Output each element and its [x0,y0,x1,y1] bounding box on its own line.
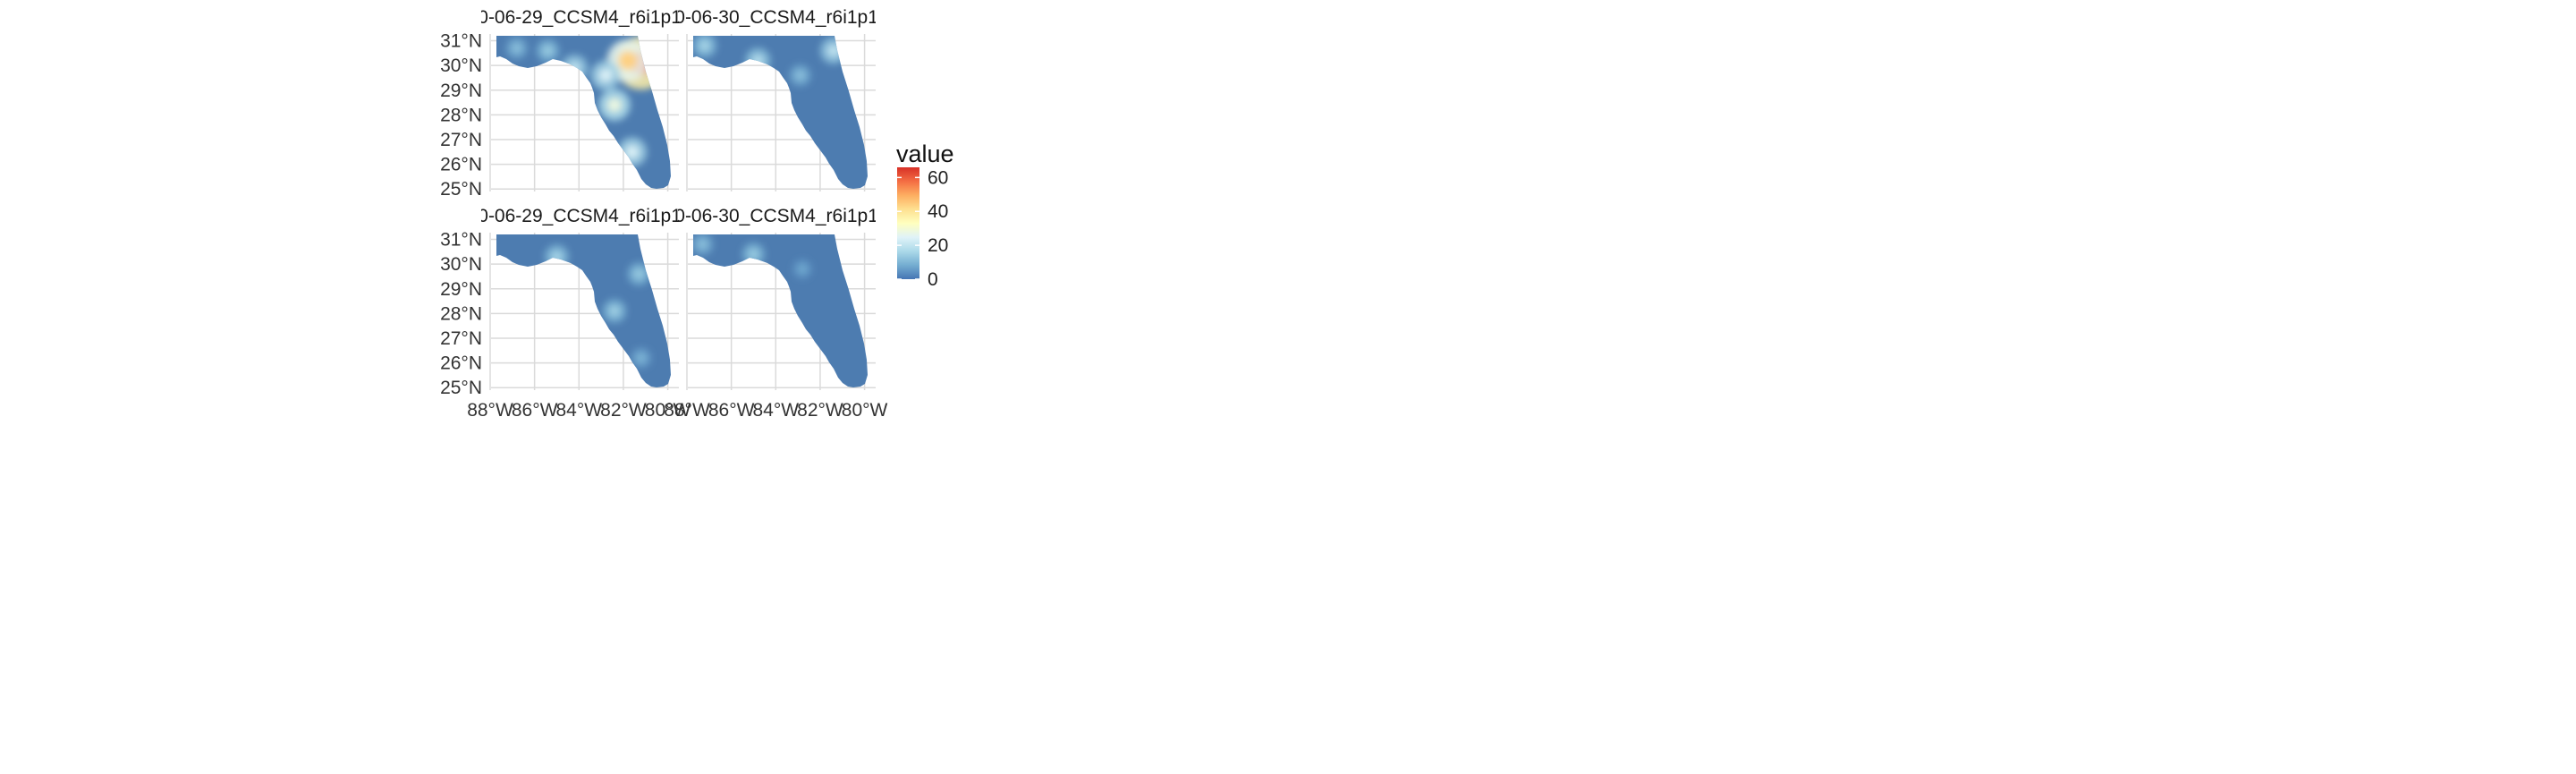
x-tick-label: 84°W [753,400,800,421]
legend-title: value [896,140,954,167]
y-tick-label: 28°N [440,303,482,324]
facet-strip-title: pr_2080-06-30_CCSM4_r6i1p1_rcp85 [616,206,936,226]
precip-cell [542,45,554,56]
y-tick-label: 26°N [440,353,482,374]
y-tick-label: 28°N [440,105,482,125]
legend-tick-label: 0 [928,269,938,290]
y-tick-label: 26°N [440,155,482,175]
florida-map [496,36,671,189]
y-tick-label: 25°N [440,378,482,398]
precip-cell [512,43,522,54]
y-tick-label: 30°N [440,55,482,76]
y-tick-label: 27°N [440,328,482,349]
map-base-fill [693,234,868,387]
facet-strip-title: pr_2080-06-29_CCSM4_r6i1p1_rcp45 [419,7,739,28]
precip-cell [551,251,563,262]
precip-cell [561,54,589,81]
x-tick-label: 82°W [797,400,843,421]
legend-tick-label: 20 [928,235,948,256]
y-tick-label: 29°N [440,279,482,300]
florida-map [693,234,868,387]
precip-cell [748,249,759,259]
florida-map [496,234,671,387]
precip-cell [636,353,646,363]
florida-map [693,36,868,189]
x-axis-labels: 88°W86°W84°W82°W80°W [467,400,691,421]
precip-cell [795,70,806,81]
y-tick-label: 27°N [440,130,482,150]
precip-cell [609,305,620,317]
x-tick-label: 80°W [645,400,691,421]
x-axis-labels: 88°W86°W84°W82°W80°W [664,400,887,421]
precip-cell [699,39,710,52]
y-tick-label: 30°N [440,254,482,275]
y-tick-label: 31°N [440,230,482,251]
x-tick-label: 84°W [556,400,603,421]
map-base-fill [496,234,671,387]
precip-cell [633,268,645,279]
precip-cell [598,68,613,82]
y-tick-label: 29°N [440,81,482,101]
precip-cell [618,51,638,71]
precip-cell [798,264,807,274]
precip-cell [827,44,840,57]
facet-panels: pr_2080-06-29_CCSM4_r6i1p1_rcp45 25°N 26°N… [419,7,936,421]
x-tick-label: 88°W [467,400,513,421]
x-tick-label: 82°W [600,400,647,421]
precip-cell [752,55,764,67]
x-tick-label: 86°W [512,400,558,421]
facet-panel: pr_2080-06-29_CCSM4_r6i1p1_rcp45 25°N 26°N… [419,7,739,200]
facet-strip-title: pr_2080-06-30_CCSM4_r6i1p1_rcp45 [616,7,936,28]
precip-field [544,244,652,369]
precip-cell [607,98,623,113]
x-tick-label: 80°W [842,400,888,421]
y-tick-label: 25°N [440,179,482,200]
y-axis-labels: 25°N 26°N 27°N 28°N 29°N 30°N 31°N [440,230,482,399]
precip-cell [697,239,708,250]
facet-strip-title: pr_2080-06-29_CCSM4_r6i1p1_rcp85 [419,206,739,226]
legend-ticks: 0 20 40 60 [897,167,948,290]
x-tick-label: 86°W [708,400,755,421]
legend-tick-label: 40 [928,201,948,222]
precip-cell [625,145,640,159]
y-axis-labels: 25°N 26°N 27°N 28°N 29°N 30°N 31°N [440,31,482,200]
color-legend: value 0 20 40 60 [896,140,954,290]
legend-colorbar [897,167,919,279]
y-tick-label: 31°N [440,31,482,52]
x-tick-label: 88°W [664,400,710,421]
legend-tick-label: 60 [928,167,948,188]
